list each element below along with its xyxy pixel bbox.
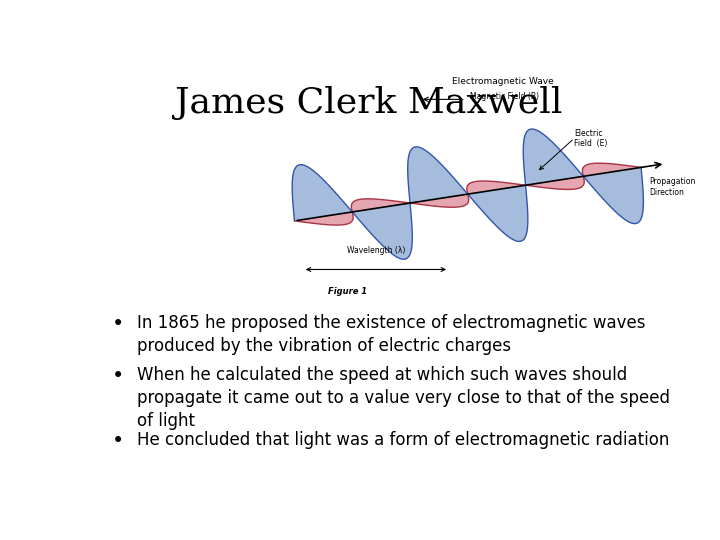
Polygon shape	[352, 203, 413, 259]
Text: Propagation
Direction: Propagation Direction	[649, 177, 696, 197]
Text: •: •	[112, 431, 125, 451]
Polygon shape	[582, 163, 641, 177]
Polygon shape	[468, 185, 528, 241]
Polygon shape	[523, 129, 583, 185]
Polygon shape	[351, 199, 410, 212]
Text: In 1865 he proposed the existence of electromagnetic waves
produced by the vibra: In 1865 he proposed the existence of ele…	[138, 314, 646, 355]
Text: Electric
Field  (E): Electric Field (E)	[575, 129, 608, 148]
Polygon shape	[410, 194, 469, 207]
Polygon shape	[583, 167, 644, 224]
Text: •: •	[112, 366, 125, 386]
Polygon shape	[408, 147, 468, 203]
Text: James Clerk Maxwell: James Clerk Maxwell	[175, 85, 563, 119]
Text: Wavelength (λ): Wavelength (λ)	[347, 246, 405, 255]
Text: Electromagnetic Wave: Electromagnetic Wave	[452, 77, 554, 86]
Polygon shape	[292, 165, 352, 221]
Text: •: •	[112, 314, 125, 334]
Polygon shape	[294, 212, 353, 225]
Text: Magnetic Field (B): Magnetic Field (B)	[470, 92, 539, 102]
Text: When he calculated the speed at which such waves should
propagate it came out to: When he calculated the speed at which su…	[138, 366, 670, 430]
Text: He concluded that light was a form of electromagnetic radiation: He concluded that light was a form of el…	[138, 431, 670, 449]
Text: Figure 1: Figure 1	[328, 287, 367, 296]
Polygon shape	[526, 177, 584, 190]
Polygon shape	[467, 181, 526, 194]
